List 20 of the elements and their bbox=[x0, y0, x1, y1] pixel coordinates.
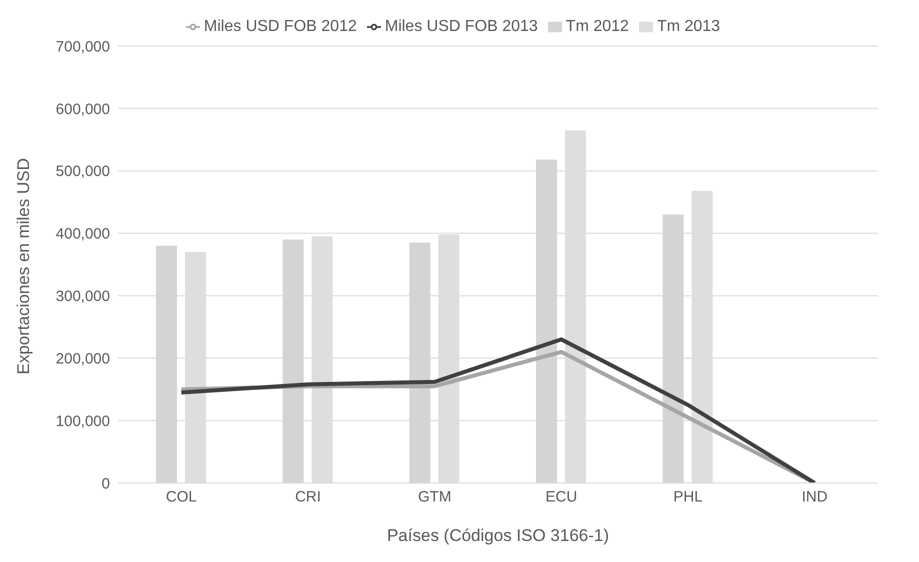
x-tick-label: IND bbox=[802, 488, 828, 506]
y-tick-label: 700,000 bbox=[56, 38, 110, 56]
legend-label: Miles USD FOB 2013 bbox=[384, 18, 538, 35]
x-tick-label: GTM bbox=[418, 488, 452, 506]
legend-label: Tm 2012 bbox=[566, 18, 629, 35]
x-tick-label: CRI bbox=[295, 488, 321, 506]
y-tick-label: 500,000 bbox=[56, 163, 110, 180]
legend-label: Tm 2013 bbox=[656, 18, 720, 35]
x-tick-label: ECU bbox=[545, 488, 578, 506]
x-tick-label: PHL bbox=[673, 488, 703, 506]
x-tick-label: COL bbox=[166, 488, 197, 506]
legend-label: Miles USD FOB 2012 bbox=[204, 18, 357, 35]
y-tick-label: 400,000 bbox=[56, 226, 110, 243]
x-axis-title: Países (Códigos ISO 3166-1) bbox=[386, 526, 610, 545]
y-tick-label: 0 bbox=[102, 475, 110, 492]
y-tick-label: 600,000 bbox=[56, 100, 110, 118]
y-axis-title: Exportaciones en miles USD bbox=[14, 158, 34, 374]
y-tick-label: 100,000 bbox=[56, 412, 110, 430]
y-tick-label: 300,000 bbox=[56, 288, 110, 306]
y-tick-label: 200,000 bbox=[56, 350, 110, 368]
